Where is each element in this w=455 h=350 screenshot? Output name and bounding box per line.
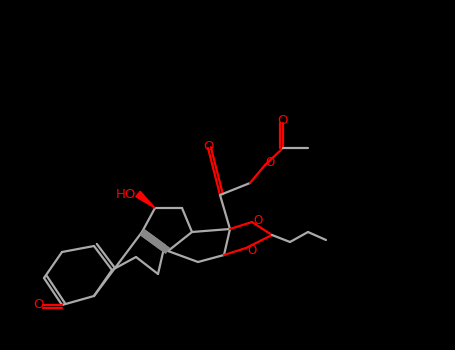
Text: O: O (203, 140, 213, 153)
Text: O: O (248, 244, 257, 257)
Text: HO: HO (116, 188, 136, 201)
Text: O: O (278, 113, 288, 126)
Text: O: O (253, 214, 263, 226)
Text: O: O (33, 299, 43, 312)
Text: O: O (265, 155, 275, 168)
Polygon shape (136, 191, 155, 208)
